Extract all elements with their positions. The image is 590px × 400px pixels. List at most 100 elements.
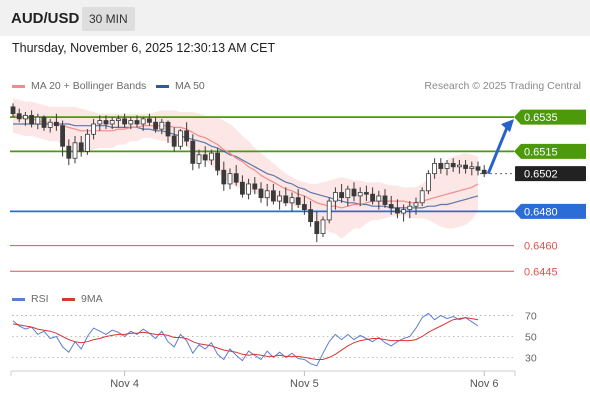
candle-body <box>177 130 183 147</box>
candle-body <box>171 135 177 147</box>
ma50-swatch <box>156 84 169 88</box>
bollinger-band-fill <box>13 98 478 239</box>
candle-body <box>314 221 320 235</box>
candle <box>60 120 65 157</box>
candle <box>456 159 462 174</box>
candle-body <box>22 115 28 120</box>
candle-body <box>363 192 369 195</box>
candle-body <box>35 116 41 125</box>
x-axis: Nov 4 Nov 5 Nov 6 <box>10 370 516 390</box>
candle <box>314 211 320 243</box>
candle-body <box>432 162 438 175</box>
candle <box>339 183 345 203</box>
candle-body <box>407 205 413 211</box>
candle-body <box>153 121 159 130</box>
candle <box>264 183 270 207</box>
candle <box>246 178 252 200</box>
candle-body <box>122 118 127 125</box>
support-label-4: 0.6460 <box>524 241 558 253</box>
candle-body <box>277 195 283 202</box>
ma20-swatch <box>12 84 25 88</box>
candle-body <box>116 118 121 121</box>
candle <box>140 117 146 131</box>
candle-body <box>202 154 208 161</box>
candle-body <box>308 209 314 223</box>
candle-body <box>295 197 301 205</box>
candle <box>16 108 22 123</box>
forecast-arrow-head <box>501 119 514 133</box>
candle-body <box>438 162 444 169</box>
candle-body <box>382 195 388 205</box>
candle <box>109 117 115 130</box>
candle-body <box>60 125 65 147</box>
candle <box>295 189 301 208</box>
pivot-label-3: 0.6480 <box>524 206 558 218</box>
interval-button[interactable]: 30 MIN <box>82 7 135 31</box>
candle <box>277 190 283 210</box>
candle <box>128 117 134 130</box>
candle <box>153 117 159 133</box>
candle-body <box>246 183 252 195</box>
candle-body <box>184 130 190 142</box>
research-credit: Research © 2025 Trading Central <box>424 80 581 92</box>
moving-averages <box>12 114 479 209</box>
candle <box>394 199 400 219</box>
rsi-panel: 70 50 30 <box>12 310 537 367</box>
rsi-tick-label: 50 <box>525 331 537 343</box>
candle-body <box>475 166 481 171</box>
candle <box>438 158 444 174</box>
symbol-label: AUD/USD <box>11 10 80 27</box>
candle <box>376 190 382 210</box>
candle <box>401 204 407 222</box>
candle-body <box>233 173 239 183</box>
resistance-tag-1 <box>514 143 586 159</box>
candle-body <box>47 121 53 128</box>
candle-body <box>320 219 326 235</box>
candle-body <box>72 142 78 159</box>
candle <box>481 165 487 178</box>
candle-body <box>258 188 264 199</box>
legend-rsi-label: RSI <box>31 293 49 305</box>
forecast-arrow <box>486 119 514 175</box>
candle <box>444 159 450 176</box>
candle <box>190 134 196 171</box>
candle-body <box>16 113 22 120</box>
legend-rsi: RSI <box>12 293 49 305</box>
rsi-ma-swatch <box>62 297 75 301</box>
resistance-label-1: 0.6515 <box>524 146 558 158</box>
candle <box>233 165 239 186</box>
candle <box>425 170 431 195</box>
candle-body <box>165 121 171 137</box>
ma50-line <box>13 123 479 209</box>
legend-rsi-ma-label: 9MA <box>81 293 103 305</box>
candle <box>469 161 475 176</box>
pivot-tag-3 <box>514 203 586 219</box>
candle <box>463 159 469 174</box>
ma20-line <box>12 114 479 209</box>
candle <box>184 122 190 147</box>
candle <box>320 216 326 238</box>
candle-body <box>85 133 90 152</box>
candle-body <box>221 169 227 185</box>
x-tick-label: Nov 5 <box>290 378 319 390</box>
candle <box>419 187 425 207</box>
candle-body <box>54 121 59 127</box>
candle <box>22 111 28 126</box>
candle <box>227 168 233 190</box>
candle <box>196 149 202 169</box>
candle <box>258 182 264 203</box>
rsi-tick-label: 30 <box>525 352 537 364</box>
candle <box>357 187 363 207</box>
candle-body <box>289 197 295 204</box>
candle <box>85 129 90 155</box>
candle-body <box>190 140 196 164</box>
candle <box>450 158 456 172</box>
timestamp: Thursday, November 6, 2025 12:30:13 AM C… <box>12 41 276 55</box>
candle-body <box>339 192 345 199</box>
last-price-tag <box>515 166 586 182</box>
candle-body <box>109 120 115 125</box>
candle-body <box>146 118 152 123</box>
candle-body <box>301 204 307 211</box>
candle <box>208 149 214 166</box>
candle-body <box>345 188 351 199</box>
